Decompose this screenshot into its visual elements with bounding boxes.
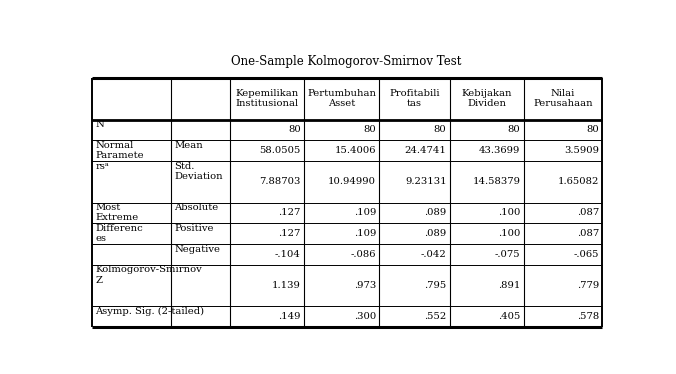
Text: -.104: -.104: [275, 250, 301, 259]
Text: Std.
Deviation: Std. Deviation: [174, 162, 223, 181]
Text: .127: .127: [279, 208, 301, 217]
Text: Pertumbuhan
Asset: Pertumbuhan Asset: [307, 89, 376, 108]
Text: N: N: [95, 120, 104, 129]
Text: 7.88703: 7.88703: [260, 177, 301, 186]
Text: .779: .779: [577, 281, 599, 290]
Text: One-Sample Kolmogorov-Smirnov Test: One-Sample Kolmogorov-Smirnov Test: [231, 55, 462, 68]
Text: .087: .087: [577, 229, 599, 238]
Text: 80: 80: [434, 125, 447, 134]
Text: Mean: Mean: [174, 141, 203, 150]
Text: Negative: Negative: [174, 245, 220, 254]
Text: 14.58379: 14.58379: [473, 177, 521, 186]
Text: Normal
Paramete
rsᵃ: Normal Paramete rsᵃ: [95, 141, 144, 171]
Text: Nilai
Perusahaan: Nilai Perusahaan: [533, 89, 593, 108]
Text: 3.5909: 3.5909: [564, 146, 599, 155]
Text: 10.94990: 10.94990: [329, 177, 377, 186]
Text: .973: .973: [354, 281, 377, 290]
Text: 80: 80: [586, 125, 599, 134]
Text: 1.139: 1.139: [272, 281, 301, 290]
Text: Kepemilikan
Institusional: Kepemilikan Institusional: [235, 89, 299, 108]
Text: -.075: -.075: [495, 250, 521, 259]
Text: -.086: -.086: [351, 250, 377, 259]
Text: .109: .109: [354, 229, 377, 238]
Text: Positive: Positive: [174, 224, 214, 233]
Text: 80: 80: [364, 125, 377, 134]
Text: .089: .089: [425, 229, 447, 238]
Text: 58.0505: 58.0505: [260, 146, 301, 155]
Text: Profitabili
tas: Profitabili tas: [389, 89, 440, 108]
Text: 43.3699: 43.3699: [479, 146, 521, 155]
Text: .109: .109: [354, 208, 377, 217]
Text: .127: .127: [279, 229, 301, 238]
Text: Most
Extreme
Differenc
es: Most Extreme Differenc es: [95, 203, 143, 243]
Text: Asymp. Sig. (2-tailed): Asymp. Sig. (2-tailed): [95, 307, 205, 316]
Text: 24.4741: 24.4741: [405, 146, 447, 155]
Text: -.042: -.042: [420, 250, 447, 259]
Text: 80: 80: [288, 125, 301, 134]
Text: -.065: -.065: [573, 250, 599, 259]
Text: .087: .087: [577, 208, 599, 217]
Text: 9.23131: 9.23131: [405, 177, 447, 186]
Text: .300: .300: [354, 312, 377, 321]
Text: .149: .149: [279, 312, 301, 321]
Text: .089: .089: [425, 208, 447, 217]
Text: Kebijakan
Dividen: Kebijakan Dividen: [462, 89, 512, 108]
Text: .100: .100: [498, 208, 521, 217]
Text: .100: .100: [498, 229, 521, 238]
Text: 1.65082: 1.65082: [558, 177, 599, 186]
Text: .795: .795: [425, 281, 447, 290]
Text: Absolute: Absolute: [174, 203, 219, 212]
Text: .578: .578: [577, 312, 599, 321]
Text: .552: .552: [425, 312, 447, 321]
Text: .891: .891: [498, 281, 521, 290]
Text: Kolmogorov-Smirnov
Z: Kolmogorov-Smirnov Z: [95, 265, 202, 285]
Text: .405: .405: [498, 312, 521, 321]
Text: 80: 80: [508, 125, 521, 134]
Text: 15.4006: 15.4006: [335, 146, 377, 155]
